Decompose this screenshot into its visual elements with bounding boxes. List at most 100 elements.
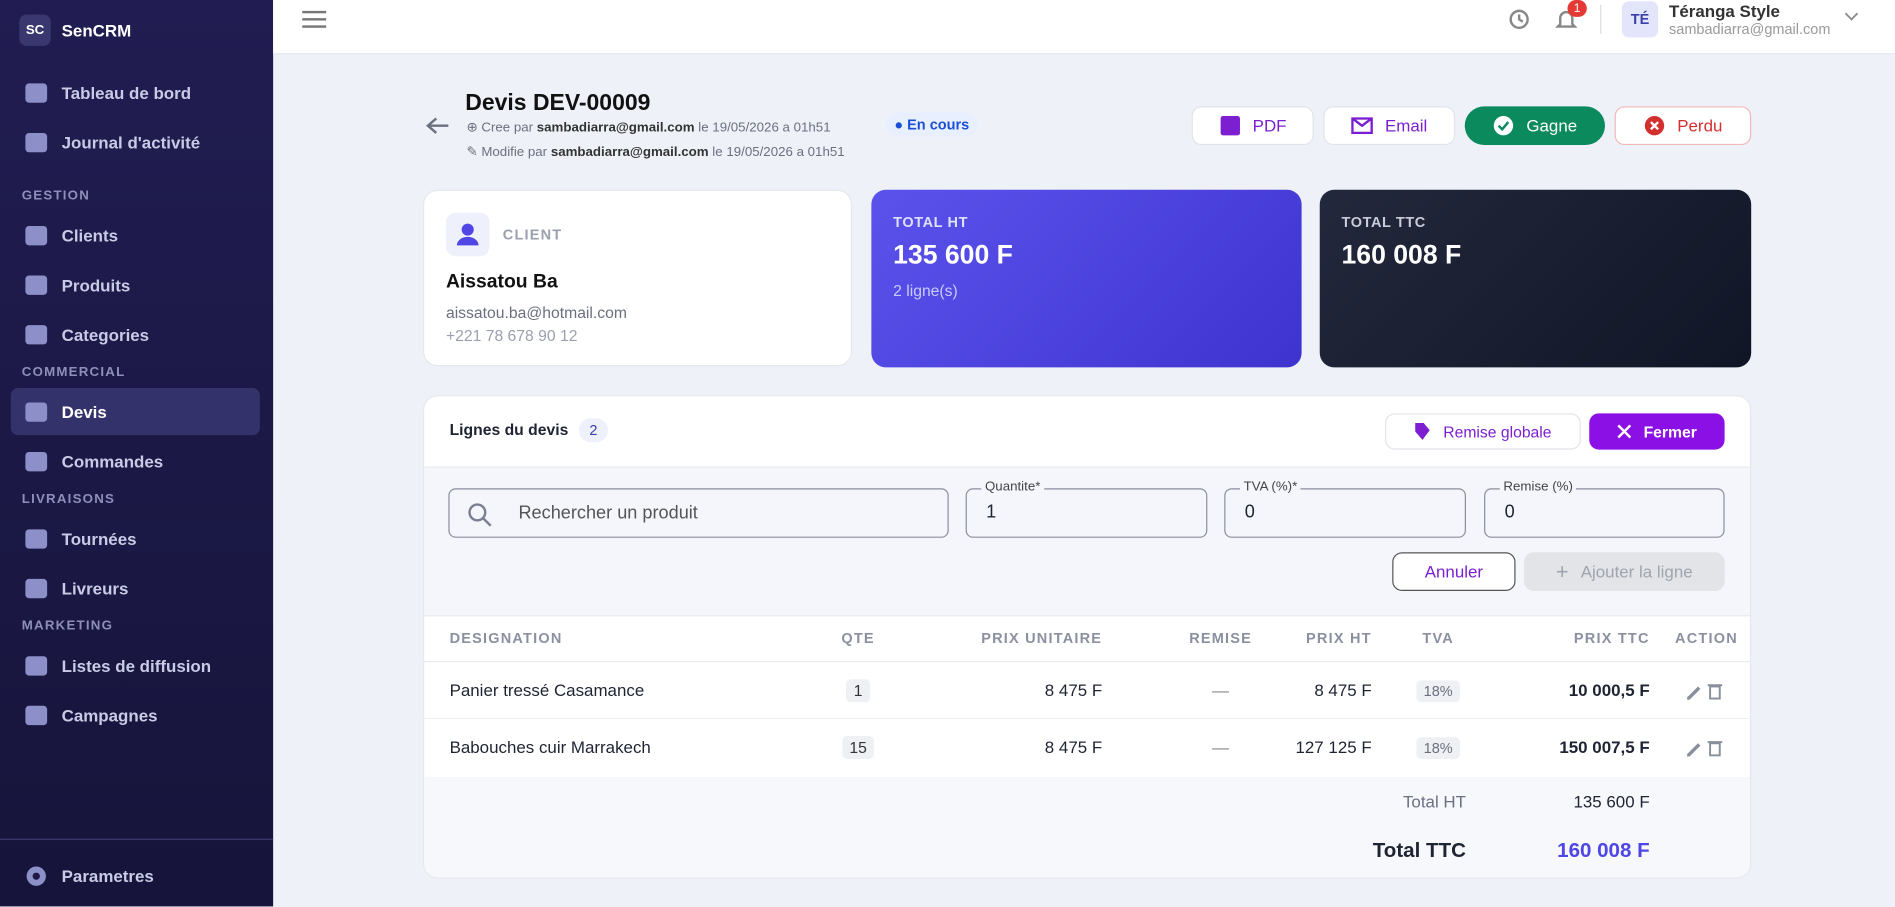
- client-card: CLIENT Aissatou Ba aissatou.ba@hotmail.c…: [422, 189, 853, 367]
- lost-button[interactable]: Perdu: [1614, 106, 1752, 146]
- column-header: ACTION: [1675, 629, 1738, 647]
- nav-label: Commandes: [61, 451, 164, 471]
- table-cell: 8 475 F: [1221, 680, 1371, 699]
- cell-text: 18%: [1416, 737, 1460, 759]
- quote-title: Devis DEV-00009: [465, 90, 651, 117]
- field-label: Quantite*: [981, 479, 1045, 495]
- cell-text: 15: [842, 736, 875, 759]
- nav-item[interactable]: Listes de diffusion: [11, 642, 260, 689]
- table-cell: Babouches cuir Marrakech: [450, 737, 813, 756]
- card-label: TOTAL HT: [893, 213, 969, 231]
- back-arrow[interactable]: [425, 116, 449, 135]
- nav-label: Tournées: [61, 528, 137, 549]
- nav-label: Parametres: [61, 865, 154, 886]
- meta-prefix: Cree par: [481, 120, 534, 136]
- modified-meta: ✎ Modifie par sambadiarra@gmail.com le 1…: [466, 145, 845, 160]
- divider: [0, 838, 274, 840]
- column-header: PRIX HT: [1306, 629, 1372, 647]
- cell-text: 150 007,5 F: [1559, 737, 1650, 757]
- meta-prefix: Modifie par: [481, 145, 548, 160]
- close-button[interactable]: Fermer: [1589, 413, 1725, 450]
- won-button[interactable]: Gagne: [1464, 106, 1605, 146]
- nav-item[interactable]: Tournées: [11, 515, 260, 562]
- nav-item[interactable]: Journal d'activité: [11, 118, 260, 165]
- lines-count: 2: [578, 418, 608, 443]
- total-ht-value: 135 600 F: [1573, 791, 1650, 811]
- avatar[interactable]: TÉ: [1621, 1, 1659, 38]
- nav-item[interactable]: Commandes: [11, 437, 260, 484]
- table-cell: 8 475 F: [921, 737, 1102, 756]
- row-actions[interactable]: [1685, 682, 1726, 707]
- menu-icon[interactable]: [302, 10, 327, 29]
- total-ttc-label: Total TTC: [1372, 838, 1466, 862]
- button-label: Perdu: [1677, 116, 1723, 136]
- nav-label: Produits: [61, 274, 131, 295]
- table-cell: 18%: [1390, 680, 1487, 703]
- column-header: QTE: [841, 629, 875, 647]
- card-lines: 2 ligne(s): [893, 281, 958, 300]
- search-placeholder: Rechercher un produit: [518, 502, 698, 524]
- cell-text: —: [1212, 737, 1230, 757]
- nav-item[interactable]: Produits: [11, 261, 260, 308]
- table-cell: Panier tressé Casamance: [450, 680, 813, 699]
- nav-item[interactable]: Parametres: [11, 852, 260, 899]
- field-label: Remise (%): [1499, 479, 1577, 495]
- cell-text: Panier tressé Casamance: [449, 680, 645, 700]
- cancel-button[interactable]: Annuler: [1392, 552, 1516, 591]
- group-title: GESTION: [21, 188, 91, 204]
- nav-label: Livreurs: [61, 578, 129, 598]
- column-header: PRIX TTC: [1573, 629, 1650, 647]
- cell-text: Babouches cuir Marrakech: [449, 737, 651, 757]
- field-value: 0: [1244, 501, 1255, 523]
- tva-input[interactable]: TVA (%)* 0: [1224, 479, 1466, 538]
- table-cell: 150 007,5 F: [1493, 737, 1650, 757]
- row-divider: [422, 661, 1752, 663]
- column-header: DESIGNATION: [449, 629, 563, 647]
- meta-date: le 19/05/2026 a 01h51: [712, 145, 845, 160]
- nav-item[interactable]: Campagnes: [11, 691, 260, 738]
- table-cell: 127 125 F: [1221, 737, 1371, 756]
- table-cell: —: [1160, 680, 1281, 699]
- group-title: MARKETING: [21, 618, 114, 634]
- pdf-button[interactable]: PDF: [1191, 106, 1314, 146]
- client-phone: +221 78 678 90 12: [445, 326, 578, 345]
- card-label: TOTAL TTC: [1341, 213, 1426, 231]
- email-button[interactable]: Email: [1323, 106, 1456, 146]
- row-actions[interactable]: [1685, 738, 1726, 763]
- logo: SC: [19, 14, 51, 46]
- global-discount-button[interactable]: Remise globale: [1384, 413, 1581, 450]
- cell-text: 8 475 F: [1044, 680, 1103, 700]
- button-label: PDF: [1252, 116, 1287, 136]
- nav-item[interactable]: Clients: [11, 211, 260, 258]
- nav-label: Categories: [61, 324, 150, 344]
- discount-input[interactable]: Remise (%) 0: [1484, 479, 1725, 538]
- chevron[interactable]: [1844, 12, 1859, 22]
- meta-user: sambadiarra@gmail.com: [536, 120, 695, 136]
- nav-label: Campagnes: [61, 705, 158, 725]
- nav-item[interactable]: Categories: [11, 311, 260, 358]
- nav-item[interactable]: Tableau de bord: [11, 69, 260, 116]
- button-label: Annuler: [1424, 561, 1484, 582]
- group-title: LIVRAISONS: [21, 491, 116, 507]
- status: En cours: [907, 116, 970, 133]
- lines-title: Lignes du devis: [449, 420, 569, 439]
- table-cell: 18%: [1390, 737, 1487, 759]
- total-ht-label: Total HT: [1402, 791, 1466, 811]
- notification-badge: 1: [1567, 0, 1587, 17]
- add-line-button[interactable]: + Ajouter la ligne: [1523, 552, 1725, 591]
- button-label: Ajouter la ligne: [1580, 561, 1693, 582]
- search-input[interactable]: Rechercher un produit: [448, 488, 949, 538]
- total-ttc-card: TOTAL TTC 160 008 F: [1319, 189, 1752, 368]
- button-label: Email: [1384, 116, 1428, 136]
- table-cell: 15: [798, 736, 919, 759]
- history-icon[interactable]: [1507, 7, 1531, 31]
- nav-item[interactable]: Devis: [10, 387, 260, 436]
- column-header: PRIX UNITAIRE: [981, 629, 1103, 647]
- nav-item[interactable]: Livreurs: [11, 564, 260, 611]
- button-label: Remise globale: [1443, 422, 1552, 441]
- quantity-input[interactable]: Quantite* 1: [965, 479, 1208, 538]
- card-amount: 160 008 F: [1341, 239, 1462, 270]
- status-badge: ● En cours: [885, 112, 978, 137]
